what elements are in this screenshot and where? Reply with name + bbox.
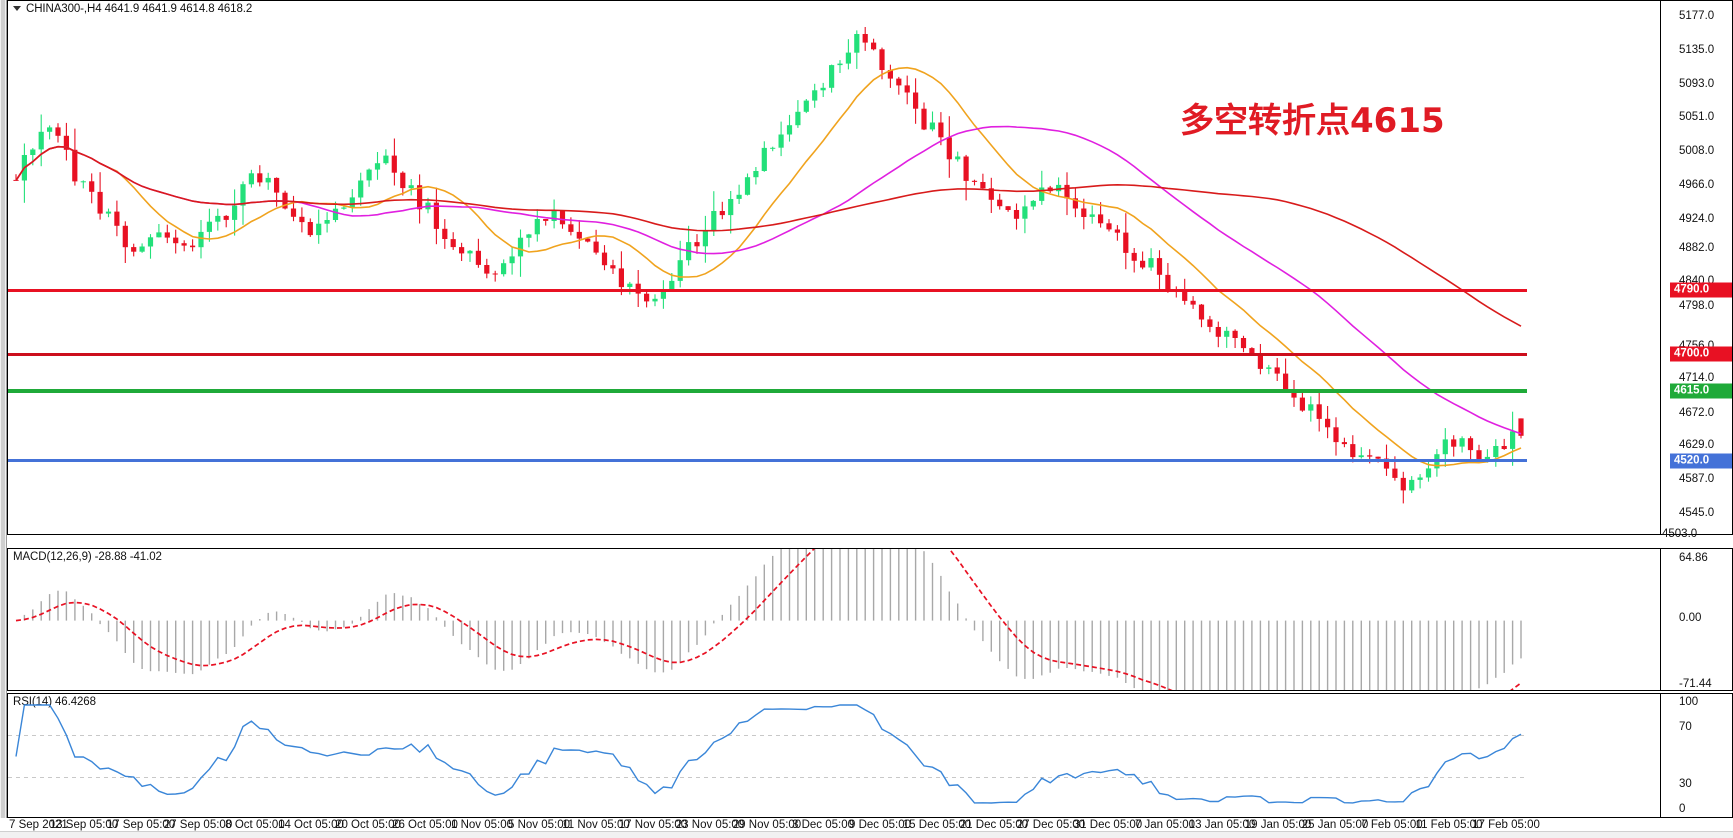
price-tick: 4629.0 <box>1679 439 1715 451</box>
date-tick: 26 Oct 05:00 <box>392 819 458 831</box>
rsi-tick: 30 <box>1679 778 1692 790</box>
date-tick: 19 Jan 05:00 <box>1244 819 1312 831</box>
price-tick: 4714.0 <box>1679 372 1715 384</box>
macd-tick: -71.44 <box>1679 678 1712 690</box>
date-tick: 29 Nov 05:00 <box>732 819 802 831</box>
triangle-down-icon[interactable] <box>13 6 21 11</box>
price-tick: 4503.0 <box>1662 528 1698 540</box>
date-tick: 31 Dec 05:00 <box>1073 819 1143 831</box>
macd-tick: 64.86 <box>1679 552 1708 564</box>
symbol-header: CHINA300-,H4 4641.9 4641.9 4614.8 4618.2 <box>26 3 253 15</box>
vertical-scrollbar[interactable] <box>0 0 7 818</box>
price-tick: 4798.0 <box>1679 300 1715 312</box>
price-tag-support-4520[interactable]: 4520.0 <box>1670 453 1732 469</box>
date-tick: 1 Nov 05:00 <box>450 819 514 831</box>
annotation-text: 多空转折点4615 <box>1180 101 1445 141</box>
date-tick: 27 Dec 05:00 <box>1016 819 1086 831</box>
price-tick: 5093.0 <box>1679 78 1715 90</box>
rsi-series <box>8 704 1527 804</box>
macd-tick: 0.00 <box>1679 612 1702 624</box>
level-line-4700 <box>8 353 1527 356</box>
horizontal-scrollbar[interactable] <box>0 831 1733 838</box>
price-axis-line <box>1660 1 1661 534</box>
date-tick: 5 Nov 05:00 <box>507 819 571 831</box>
price-tick: 4672.0 <box>1679 407 1715 419</box>
date-tick: 3 Dec 05:00 <box>791 819 855 831</box>
macd-label: MACD(12,26,9) -28.88 -41.02 <box>13 551 162 563</box>
price-tag-resistance-4700[interactable]: 4700.0 <box>1670 346 1732 362</box>
date-tick: 15 Dec 05:00 <box>902 819 972 831</box>
date-tick: 7 Sep 2021 <box>9 819 68 831</box>
date-tick: 7 Feb 05:00 <box>1361 819 1423 831</box>
price-series <box>13 27 1524 504</box>
date-tick: 13 Jan 05:00 <box>1188 819 1256 831</box>
level-line-4615 <box>8 389 1527 393</box>
macd-series <box>15 549 1522 690</box>
price-tick: 5177.0 <box>1679 10 1715 22</box>
date-tick: 11 Feb 05:00 <box>1415 819 1483 831</box>
scrollbar-thumb[interactable] <box>1 0 5 818</box>
date-tick: 9 Dec 05:00 <box>848 819 912 831</box>
rsi-tick: 100 <box>1679 696 1699 708</box>
date-tick: 25 Jan 05:00 <box>1301 819 1369 831</box>
date-tick: 23 Nov 05:00 <box>675 819 745 831</box>
macd-panel[interactable]: MACD(12,26,9) -28.88 -41.02 64.86 0.00 -… <box>7 548 1733 691</box>
price-chart-panel[interactable]: CHINA300-,H4 4641.9 4641.9 4614.8 4618.2… <box>7 0 1733 535</box>
level-line-4790 <box>8 289 1527 292</box>
date-tick: 14 Oct 05:00 <box>278 819 344 831</box>
date-tick: 17 Feb 05:00 <box>1472 819 1540 831</box>
price-tick: 4545.0 <box>1679 507 1715 519</box>
date-tick: 21 Dec 05:00 <box>959 819 1029 831</box>
level-line-4520 <box>8 459 1527 462</box>
price-tick: 4924.0 <box>1679 213 1715 225</box>
macd-axis-line <box>1660 549 1661 690</box>
date-tick: 20 Oct 05:00 <box>335 819 401 831</box>
price-tick: 4882.0 <box>1679 242 1715 254</box>
rsi-panel[interactable]: RSI(14) 46.4268 100 70 30 0 <box>7 693 1733 818</box>
price-tick: 4966.0 <box>1679 179 1715 191</box>
price-tick: 4587.0 <box>1679 473 1715 485</box>
price-tag-pivot-4615[interactable]: 4615.0 <box>1670 383 1732 399</box>
date-tick: 13 Sep 05:00 <box>49 819 119 831</box>
price-tick: 5008.0 <box>1679 145 1715 157</box>
price-tick: 5135.0 <box>1679 44 1715 56</box>
price-tag-resistance-4790[interactable]: 4790.0 <box>1670 282 1732 298</box>
date-tick: 11 Nov 05:00 <box>562 819 630 831</box>
rsi-tick: 0 <box>1679 803 1686 815</box>
rsi-axis-line <box>1660 694 1661 817</box>
price-tick: 5051.0 <box>1679 111 1715 123</box>
date-tick: 17 Nov 05:00 <box>618 819 688 831</box>
date-tick: 27 Sep 05:00 <box>163 819 233 831</box>
rsi-tick: 70 <box>1679 721 1692 733</box>
date-tick: 7 Jan 05:00 <box>1134 819 1196 831</box>
date-tick: 8 Oct 05:00 <box>225 819 285 831</box>
date-tick: 17 Sep 05:00 <box>106 819 176 831</box>
